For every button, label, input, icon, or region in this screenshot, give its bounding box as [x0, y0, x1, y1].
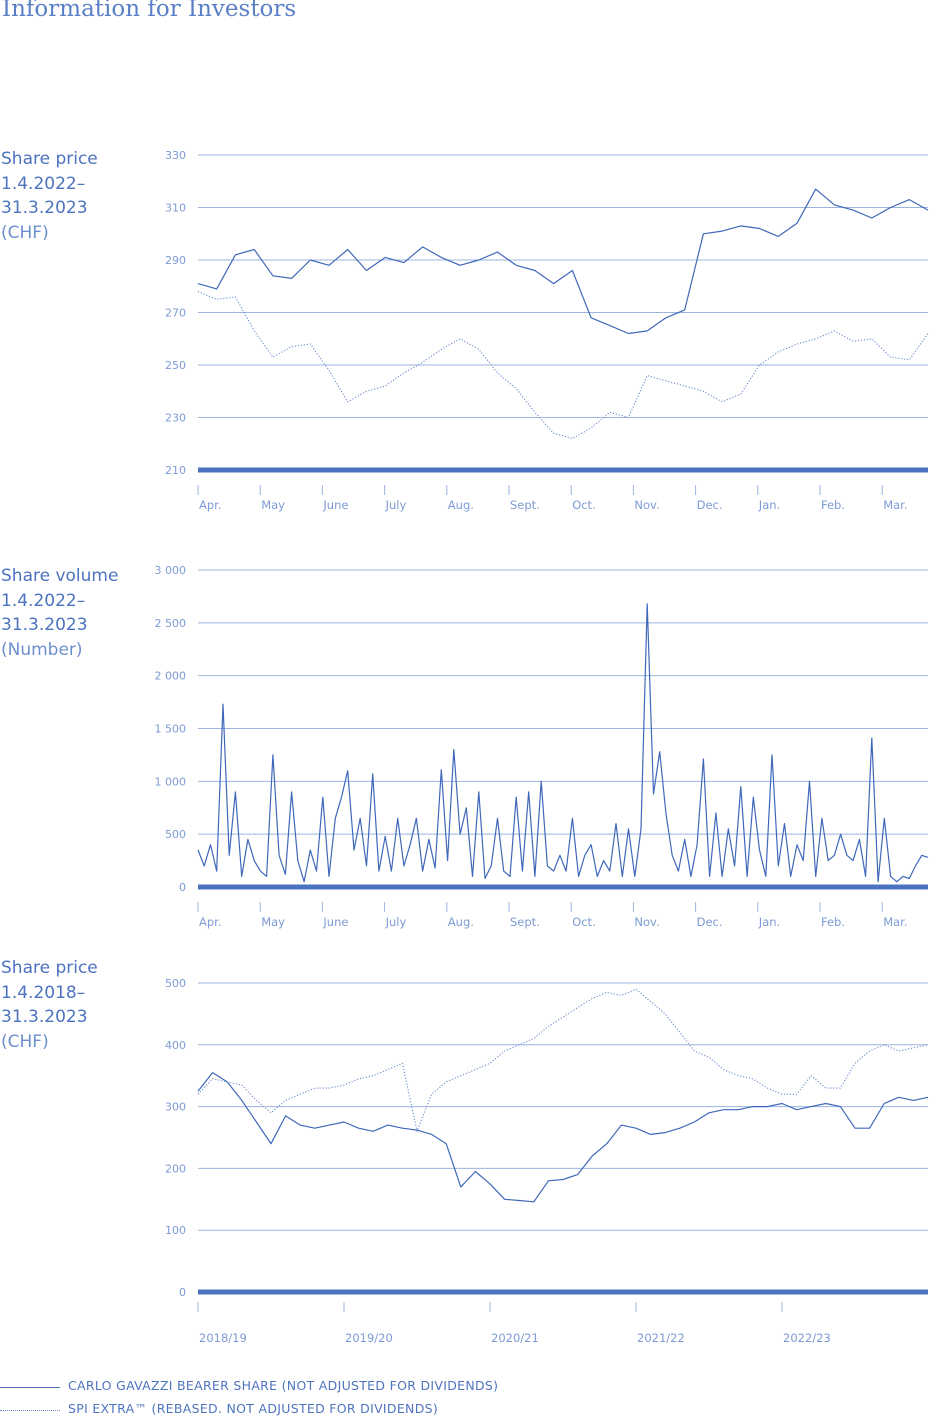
- chart1-label-line: 31.3.2023: [1, 198, 88, 218]
- legend-item-share: CARLO GAVAZZI BEARER SHARE (NOT ADJUSTED…: [0, 1378, 600, 1398]
- share-volume-chart: 0 500 1 000 1 500 2 000 2 500 3 000 Apr. May June…: [155, 564, 929, 929]
- chart1-y-tick-label: 310: [165, 202, 186, 215]
- chart1-label-line: Share price: [1, 149, 98, 169]
- page-title: Information for Investors: [2, 0, 297, 22]
- chart1-y-tick-label: 290: [165, 254, 186, 267]
- chart1-y-tick-label: 270: [165, 307, 186, 320]
- chart1-label-unit: (CHF): [1, 222, 49, 243]
- chart2-y-tick-label: 1 000: [155, 775, 187, 788]
- chart2-x-tick-label: Dec.: [697, 915, 723, 929]
- chart3-label-line: Share price: [1, 958, 98, 978]
- chart1-y-tick-label: 210: [165, 464, 186, 477]
- chart2-label-line: 31.3.2023: [1, 615, 88, 635]
- chart1-x-tick-label: Jan.: [758, 498, 780, 512]
- chart3-x-tick-label: 2019/20: [345, 1331, 393, 1345]
- legend-item-index: SPI EXTRA™ (REBASED. NOT ADJUSTED FOR DI…: [0, 1401, 600, 1421]
- chart2-y-tick-label: 2 500: [155, 617, 187, 630]
- chart1-series-index-line: [197, 290, 929, 440]
- chart2-y-tick-label: 1 500: [155, 723, 187, 736]
- chart1-y-tick-label: 330: [165, 149, 186, 162]
- chart3-label-line: 1.4.2018–: [1, 982, 86, 1003]
- chart3-label-line: 31.3.2023: [1, 1007, 88, 1027]
- chart3-x-tick-label: 2020/21: [491, 1331, 539, 1345]
- chart2-x-tick-label: Mar.: [883, 915, 907, 929]
- chart2-x-tick-label: Sept.: [510, 915, 540, 929]
- chart3-y-tick-label: 300: [165, 1101, 186, 1114]
- chart3-y-tick-label: 500: [165, 977, 186, 990]
- chart3-y-tick-label: 0: [179, 1286, 186, 1299]
- chart2-label-line: Share volume: [1, 566, 119, 586]
- chart2-x-tick-label: Aug.: [448, 915, 474, 929]
- chart2-x-tick-label: May: [261, 915, 285, 929]
- chart3-x-tick-label: 2018/19: [199, 1331, 247, 1345]
- chart3-label: Share price 1.4.2018– 31.3.2023 (CHF): [1, 956, 98, 1054]
- share-price-5y-chart: 0 100 200 300 400 500 2018/19 2019/20 2020/21 202…: [165, 977, 929, 1345]
- chart2-x-tick-label: Oct.: [572, 915, 596, 929]
- legend-label-share: CARLO GAVAZZI BEARER SHARE (NOT ADJUSTED…: [68, 1378, 499, 1393]
- chart2-label-unit: (Number): [1, 639, 83, 660]
- chart3-y-tick-label: 400: [165, 1039, 186, 1052]
- chart2-x-tick-label: Nov.: [634, 915, 659, 929]
- chart1-x-tick-label: Mar.: [883, 498, 907, 512]
- chart1-series-share-line: [197, 188, 929, 335]
- chart1-x-tick-label: Feb.: [821, 498, 845, 512]
- chart3-series-share-line: [197, 1071, 929, 1203]
- chart3-label-unit: (CHF): [1, 1031, 49, 1052]
- chart2-x-tick-label: July: [385, 915, 407, 929]
- chart1-x-tick-label: June: [322, 498, 348, 512]
- chart2-label: Share volume 1.4.2022– 31.3.2023 (Number…: [1, 564, 118, 662]
- chart2-label-line: 1.4.2022–: [1, 590, 86, 611]
- chart1-x-tick-label: Oct.: [572, 498, 596, 512]
- chart1-y-tick-label: 250: [165, 359, 186, 372]
- chart3-x-tick-label: 2022/23: [783, 1331, 831, 1345]
- chart1-label: Share price 1.4.2022– 31.3.2023 (CHF): [1, 147, 98, 245]
- chart1-x-tick-label: May: [261, 498, 285, 512]
- chart2-series-share-line: [197, 603, 929, 883]
- share-price-1y-chart: 210 230 250 270 290 310 330 Apr. May June July Aug.…: [165, 149, 929, 512]
- chart2-y-tick-label: 3 000: [155, 564, 187, 577]
- chart1-x-tick-label: Aug.: [448, 498, 474, 512]
- chart2-y-tick-label: 500: [165, 828, 186, 841]
- chart1-x-tick-label: Sept.: [510, 498, 540, 512]
- chart1-x-tick-label: Nov.: [634, 498, 659, 512]
- chart2-x-tick-label: Feb.: [821, 915, 845, 929]
- chart3-x-tick-label: 2021/22: [637, 1331, 685, 1345]
- legend-dotted-line-icon: [0, 1410, 60, 1411]
- chart3-series-index-line: [197, 988, 929, 1132]
- chart3-y-tick-label: 200: [165, 1162, 186, 1175]
- chart1-x-tick-label: July: [385, 498, 407, 512]
- chart2-y-tick-label: 2 000: [155, 670, 187, 683]
- legend-label-index: SPI EXTRA™ (REBASED. NOT ADJUSTED FOR DI…: [68, 1401, 439, 1416]
- chart1-x-tick-label: Apr.: [199, 498, 222, 512]
- chart3-y-tick-label: 100: [165, 1224, 186, 1237]
- chart2-y-tick-label: 0: [179, 881, 186, 894]
- chart2-x-tick-label: June: [322, 915, 348, 929]
- legend-solid-line-icon: [0, 1387, 60, 1388]
- chart2-x-tick-label: Jan.: [758, 915, 780, 929]
- chart1-y-tick-label: 230: [165, 412, 186, 425]
- chart1-label-line: 1.4.2022–: [1, 173, 86, 194]
- chart2-x-tick-label: Apr.: [199, 915, 222, 929]
- chart1-x-tick-label: Dec.: [697, 498, 723, 512]
